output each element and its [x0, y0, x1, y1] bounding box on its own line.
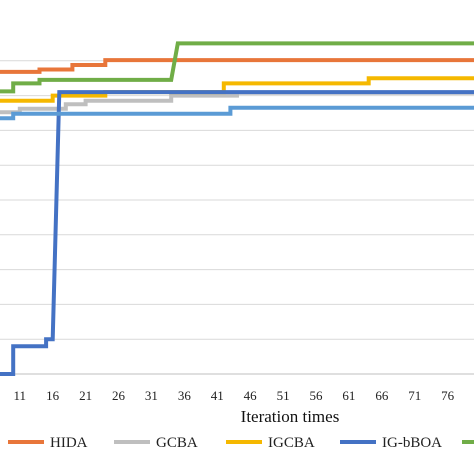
x-axis-title: Iteration times [241, 407, 340, 426]
legend-item: GCBA [114, 435, 198, 451]
x-tick-label: 11 [13, 388, 26, 403]
x-tick-label: 41 [211, 388, 224, 403]
x-tick-label: 51 [277, 388, 290, 403]
x-tick-label: 71 [408, 388, 421, 403]
series-line-hida [0, 58, 474, 74]
series-line-gcba [0, 90, 474, 115]
series-line-unnamed-5 [0, 41, 474, 94]
legend-item: HIDA [8, 435, 88, 451]
x-tick-label: 61 [342, 388, 355, 403]
series-line-ig-bboa [0, 90, 474, 376]
legend-label: IG-bBOA [382, 435, 442, 451]
legend: HIDA GCBA IGCBA IG-bBOA [8, 435, 474, 451]
x-tick-label: 46 [244, 388, 258, 403]
legend-item: IG-bBOA [340, 435, 442, 451]
series-line-unnamed-6 [0, 105, 474, 121]
series-lines [0, 41, 474, 376]
legend-label: IGCBA [268, 435, 315, 451]
x-tick-label: 66 [375, 388, 389, 403]
x-tick-label: 21 [79, 388, 92, 403]
legend-label: HIDA [50, 435, 88, 451]
x-tick-label: 31 [145, 388, 158, 403]
x-tick-label: 56 [310, 388, 324, 403]
x-tick-label: 16 [46, 388, 60, 403]
legend-item: IGCBA [226, 435, 315, 451]
x-tick-labels: 11 16 21 26 31 36 41 46 51 56 61 66 71 76 [13, 388, 454, 403]
legend-label: GCBA [156, 435, 198, 451]
x-tick-label: 36 [178, 388, 192, 403]
x-tick-label: 26 [112, 388, 126, 403]
x-tick-label: 76 [441, 388, 455, 403]
